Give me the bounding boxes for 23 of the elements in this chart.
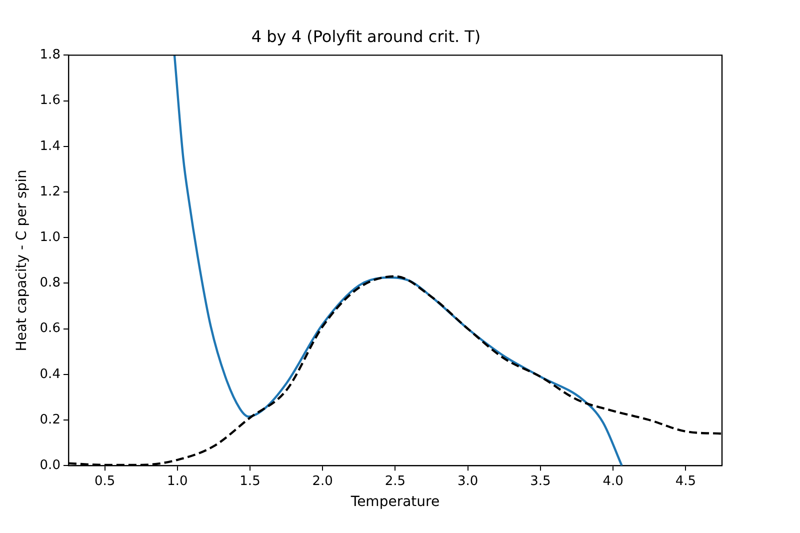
x-tick-label: 4.0 — [602, 474, 624, 489]
x-tick-label: 1.5 — [240, 474, 260, 489]
x-tick-label: 4.5 — [675, 474, 696, 489]
y-tick-label: 0.0 — [40, 458, 60, 473]
x-tick-label: 2.0 — [312, 474, 333, 489]
y-tick-label: 0.4 — [40, 366, 60, 382]
y-tick-label: 1.8 — [40, 48, 60, 63]
y-tick-label: 1.2 — [40, 184, 60, 200]
y-tick-label: 1.6 — [40, 93, 60, 108]
x-tick-label: 3.5 — [530, 474, 551, 489]
line-series — [173, 55, 623, 466]
y-axis-title: Heat capacity - C per spin — [14, 170, 30, 352]
x-tick-label: 3.0 — [458, 474, 478, 489]
y-tick-label: 0.6 — [40, 321, 60, 336]
x-tick-label: 2.5 — [384, 474, 406, 489]
y-tick-label: 0.2 — [40, 412, 60, 428]
chart-title: 4 by 4 (Polyfit around crit. T) — [251, 26, 481, 46]
y-tick-label: 1.4 — [40, 138, 60, 154]
y-tick-label: 0.8 — [40, 276, 60, 291]
x-axis-title: Temperature — [350, 494, 440, 510]
x-tick-label: 1.0 — [167, 474, 188, 489]
x-tick-label: 0.5 — [94, 474, 116, 489]
y-tick-label: 1.0 — [40, 230, 60, 245]
